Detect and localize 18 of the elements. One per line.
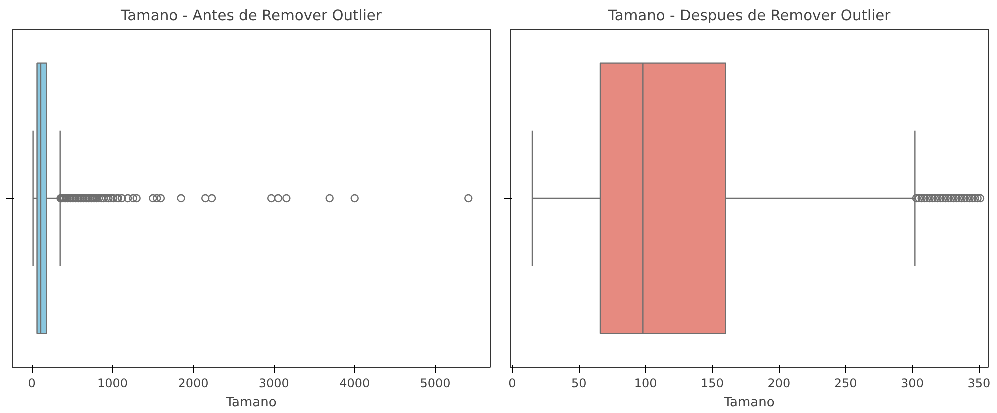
x-tick-label: 300 — [901, 376, 924, 390]
x-tick-label: 0 — [508, 376, 516, 390]
x-tick-label: 50 — [572, 376, 587, 390]
x-tick-label: 2000 — [178, 376, 209, 390]
x-tick-label: 100 — [634, 376, 658, 390]
x-tick-label: 200 — [768, 376, 791, 390]
chart-title: Tamano - Antes de Remover Outlier — [120, 8, 383, 24]
x-tick-label: 5000 — [420, 376, 451, 390]
x-tick-label: 150 — [701, 376, 724, 390]
x-tick-label: 4000 — [340, 376, 370, 390]
x-tick-label: 3000 — [258, 376, 290, 390]
x-axis-title: Tamano — [225, 396, 277, 410]
x-tick-label: 1000 — [98, 376, 128, 390]
x-axis-title: Tamano — [723, 396, 775, 410]
x-tick-label: 0 — [28, 376, 36, 390]
chart-title: Tamano - Despues de Remover Outlier — [607, 8, 892, 24]
x-tick-label: 250 — [834, 376, 858, 390]
x-tick-label: 350 — [968, 376, 991, 390]
